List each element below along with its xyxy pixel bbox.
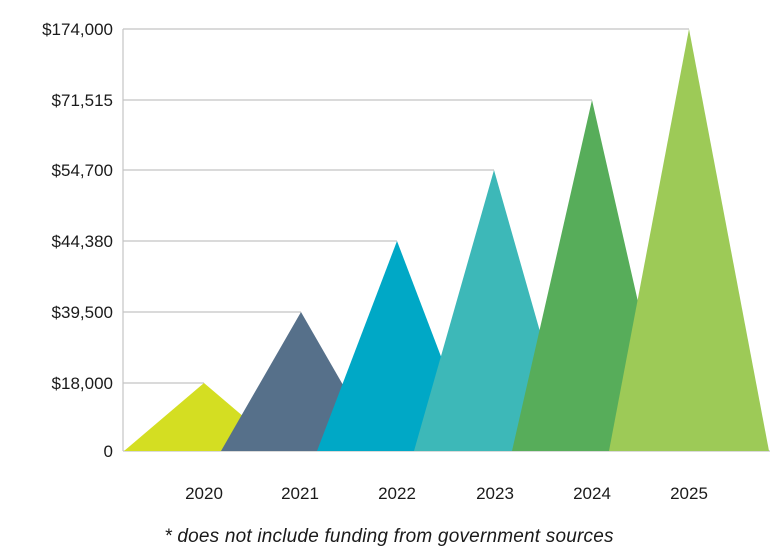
x-axis-ticks: 2020 2021 2022 2023 2024 2025 bbox=[185, 484, 708, 503]
x-tick-label: 2021 bbox=[281, 484, 319, 503]
x-tick-label: 2023 bbox=[476, 484, 514, 503]
triangle-2025 bbox=[609, 29, 769, 451]
y-tick-label: $71,515 bbox=[52, 91, 113, 110]
y-tick-label: 0 bbox=[104, 442, 113, 461]
series-marks bbox=[124, 29, 769, 451]
footnote: * does not include funding from governme… bbox=[164, 526, 614, 547]
y-axis-ticks: 0 $18,000 $39,500 $44,380 $54,700 $71,515 $174… bbox=[42, 20, 113, 461]
x-tick-label: 2025 bbox=[670, 484, 708, 503]
y-tick-label: $174,000 bbox=[42, 20, 113, 39]
y-tick-label: $44,380 bbox=[52, 232, 113, 251]
x-tick-label: 2022 bbox=[378, 484, 416, 503]
x-tick-label: 2024 bbox=[573, 484, 611, 503]
y-tick-label: $54,700 bbox=[52, 161, 113, 180]
x-tick-label: 2020 bbox=[185, 484, 223, 503]
y-tick-label: $39,500 bbox=[52, 303, 113, 322]
y-tick-label: $18,000 bbox=[52, 374, 113, 393]
